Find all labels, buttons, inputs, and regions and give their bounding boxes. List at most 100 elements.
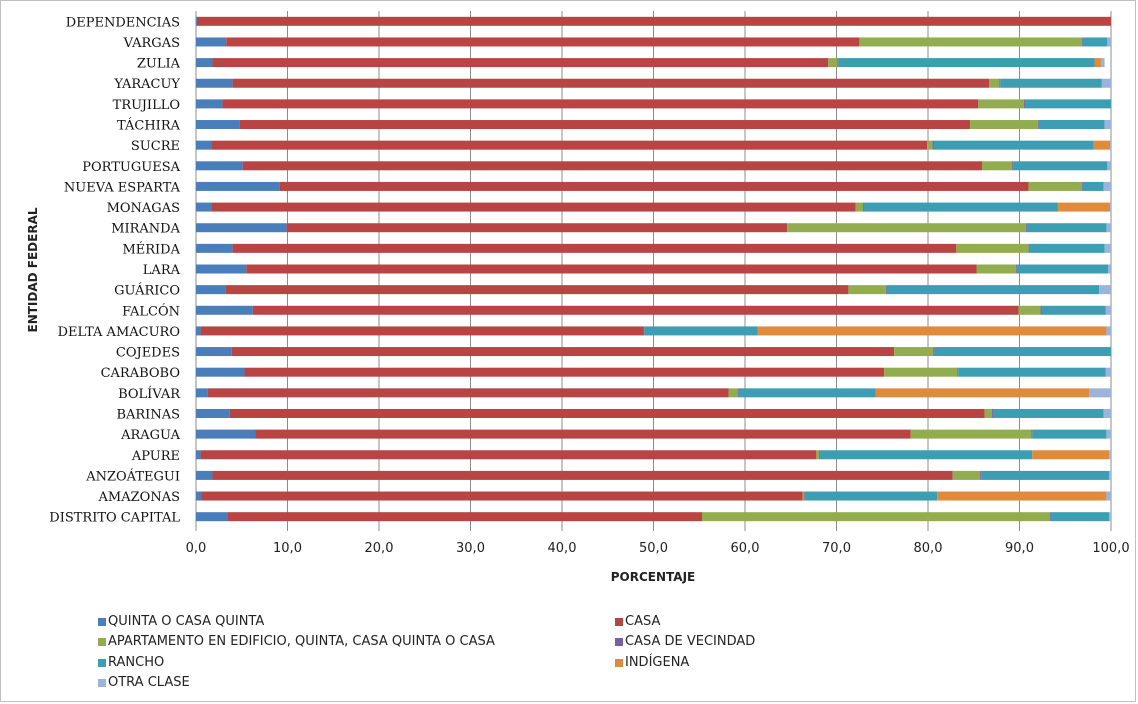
legend-swatch xyxy=(615,617,623,626)
legend-swatch xyxy=(98,658,106,667)
bar-segment xyxy=(1000,78,1102,88)
bar-segment xyxy=(992,408,1104,418)
bar-segment xyxy=(1050,512,1110,522)
bar-segment xyxy=(1089,388,1111,398)
bar-segment xyxy=(196,326,201,336)
bar-segment xyxy=(196,491,202,501)
bar-segment xyxy=(1105,305,1111,315)
bar-segment xyxy=(934,347,1111,357)
bar-segment xyxy=(886,285,1100,295)
bar-segment xyxy=(933,347,935,357)
bar-segment xyxy=(1024,99,1025,109)
bar-segment xyxy=(196,367,245,377)
category-label: SUCRE xyxy=(131,139,180,154)
bar-segment xyxy=(212,58,829,68)
legend-label: APARTAMENTO EN EDIFICIO, QUINTA, CASA QU… xyxy=(108,634,495,649)
legend-label: OTRA CLASE xyxy=(108,675,190,690)
bar-segment xyxy=(1032,429,1107,439)
bar-segment xyxy=(1094,58,1101,68)
category-label: AMAZONAS xyxy=(98,490,180,505)
bar-segment xyxy=(222,99,979,109)
bar-segment xyxy=(196,181,280,191)
category-label: DISTRITO CAPITAL xyxy=(49,511,180,526)
legend-item: CASA xyxy=(615,614,660,629)
bar-segment xyxy=(643,326,645,336)
category-label: APURE xyxy=(131,449,180,464)
bar-segment xyxy=(1103,408,1111,418)
bar-segment xyxy=(816,450,820,460)
category-label: NUEVA ESPARTA xyxy=(64,180,181,195)
bar-segment xyxy=(1032,450,1110,460)
bar-segment xyxy=(1108,264,1111,274)
legend-swatch xyxy=(615,658,623,667)
bar-segment xyxy=(1107,37,1111,47)
bar-segment xyxy=(196,264,247,274)
category-label: TÁCHIRA xyxy=(117,118,181,134)
category-label: MÉRIDA xyxy=(122,241,180,257)
bar-segment xyxy=(1041,305,1106,315)
bar-segment xyxy=(1040,305,1042,315)
bar-segment xyxy=(644,326,758,336)
bar-segment xyxy=(910,429,1032,439)
bar-segment xyxy=(1109,470,1111,480)
bar-segment xyxy=(1103,181,1111,191)
bar-segment xyxy=(242,161,982,171)
bar-segment xyxy=(196,450,201,460)
y-axis-title: ENTIDAD FEDERAL xyxy=(26,207,40,332)
bar-segment xyxy=(196,161,243,171)
bar-segment xyxy=(855,202,864,212)
bar-segment xyxy=(196,16,1112,26)
bar-segment xyxy=(927,140,933,150)
legend-item: RANCHO xyxy=(98,655,164,670)
bar-segment xyxy=(958,367,1106,377)
bar-segment xyxy=(239,120,971,130)
bar-segment xyxy=(1031,429,1033,439)
legend-item: INDÍGENA xyxy=(615,655,689,670)
x-tick-label: 30,0 xyxy=(456,541,485,556)
bar-segment xyxy=(200,326,644,336)
bar-segment xyxy=(1101,78,1111,88)
bar-segment xyxy=(1057,202,1111,212)
bar-segment xyxy=(952,470,981,480)
bar-segment xyxy=(738,388,876,398)
bar-segment xyxy=(227,512,702,522)
bar-segment xyxy=(225,285,849,295)
bar-segment xyxy=(992,408,993,418)
category-label: MONAGAS xyxy=(107,201,180,216)
bar-segment xyxy=(932,140,934,150)
category-label: GUÁRICO xyxy=(114,283,180,299)
x-tick-label: 50,0 xyxy=(639,541,668,556)
legend-swatch xyxy=(98,637,106,646)
bar-segment xyxy=(757,326,1107,336)
bar-segment xyxy=(728,388,738,398)
bar-segment xyxy=(1104,243,1111,253)
bar-segment xyxy=(1100,58,1105,68)
bar-segment xyxy=(211,202,856,212)
bar-segment xyxy=(196,408,230,418)
category-label: ZULIA xyxy=(137,57,181,72)
bar-segment xyxy=(956,243,1029,253)
bar-segment xyxy=(884,367,958,377)
bar-segment xyxy=(244,367,885,377)
bar-segment xyxy=(933,140,1094,150)
category-label: DELTA AMACURO xyxy=(58,325,180,340)
category-label: BOLÍVAR xyxy=(118,386,181,402)
x-tick-label: 60,0 xyxy=(731,541,760,556)
bar-segment xyxy=(279,181,1029,191)
x-tick-label: 90,0 xyxy=(1005,541,1034,556)
bar-segment xyxy=(863,202,1058,212)
x-tick-label: 40,0 xyxy=(548,541,577,556)
bar-segment xyxy=(957,367,959,377)
bar-segment xyxy=(1026,223,1107,233)
category-label: MIRANDA xyxy=(111,222,180,237)
bar-segment xyxy=(226,37,860,47)
legend-label: INDÍGENA xyxy=(625,655,690,670)
legend-item: CASA DE VECINDAD xyxy=(615,634,755,649)
bar-segment xyxy=(1109,450,1111,460)
bar-segment xyxy=(196,202,212,212)
x-tick-label: 100,0 xyxy=(1092,541,1129,556)
bar-segment xyxy=(255,429,911,439)
bar-segment xyxy=(246,264,977,274)
bar-segment xyxy=(805,491,938,501)
